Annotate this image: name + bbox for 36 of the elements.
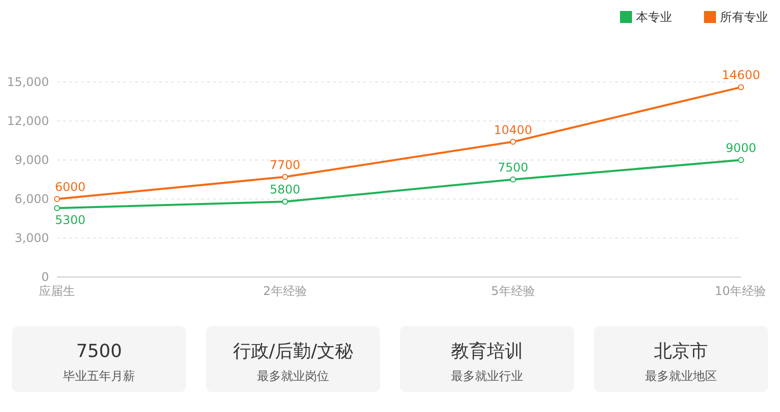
point — [54, 205, 60, 212]
data-label: 10400 — [494, 122, 532, 137]
text: 最多就业地区 — [645, 369, 717, 383]
y-tick-label: 9,000 — [14, 153, 49, 167]
y-tick-label: 12,000 — [7, 114, 49, 128]
data-label: 14600 — [722, 68, 760, 82]
point — [282, 198, 288, 205]
point — [738, 157, 744, 163]
point — [282, 174, 288, 180]
x-tick-label: 10年经验 — [714, 284, 766, 298]
y-tick-label: 6,000 — [14, 192, 49, 206]
x-tick-label: 2年经验 — [263, 284, 307, 298]
legend-label: 本专业 — [636, 10, 672, 24]
point — [510, 176, 516, 182]
text: 最多就业岗位 — [257, 369, 329, 383]
text: 北京市 — [654, 341, 708, 362]
data-label: 9000 — [726, 141, 756, 155]
text: 行政/后勤/文秘 — [232, 341, 354, 362]
data-label: 5300 — [55, 213, 86, 228]
data-label: 5800 — [270, 182, 300, 197]
text: 7500 — [76, 341, 122, 362]
x-tick-label: 5年经验 — [491, 284, 535, 298]
text: 教育培训 — [451, 341, 523, 362]
data-label: 7500 — [498, 160, 528, 174]
text: 最多就业行业 — [451, 369, 523, 383]
text: 毕业五年月薪 — [63, 369, 135, 383]
point — [54, 196, 60, 202]
data-label: 7700 — [270, 158, 300, 172]
x-tick-label: 应届生 — [39, 284, 75, 298]
point — [738, 84, 744, 90]
point — [510, 138, 516, 145]
legend-label: 所有专业 — [720, 10, 768, 24]
y-tick-label: 3,000 — [14, 231, 49, 245]
y-tick-label: 0 — [41, 270, 49, 284]
y-tick-label: 15,000 — [7, 75, 49, 89]
data-label: 6000 — [55, 180, 86, 194]
